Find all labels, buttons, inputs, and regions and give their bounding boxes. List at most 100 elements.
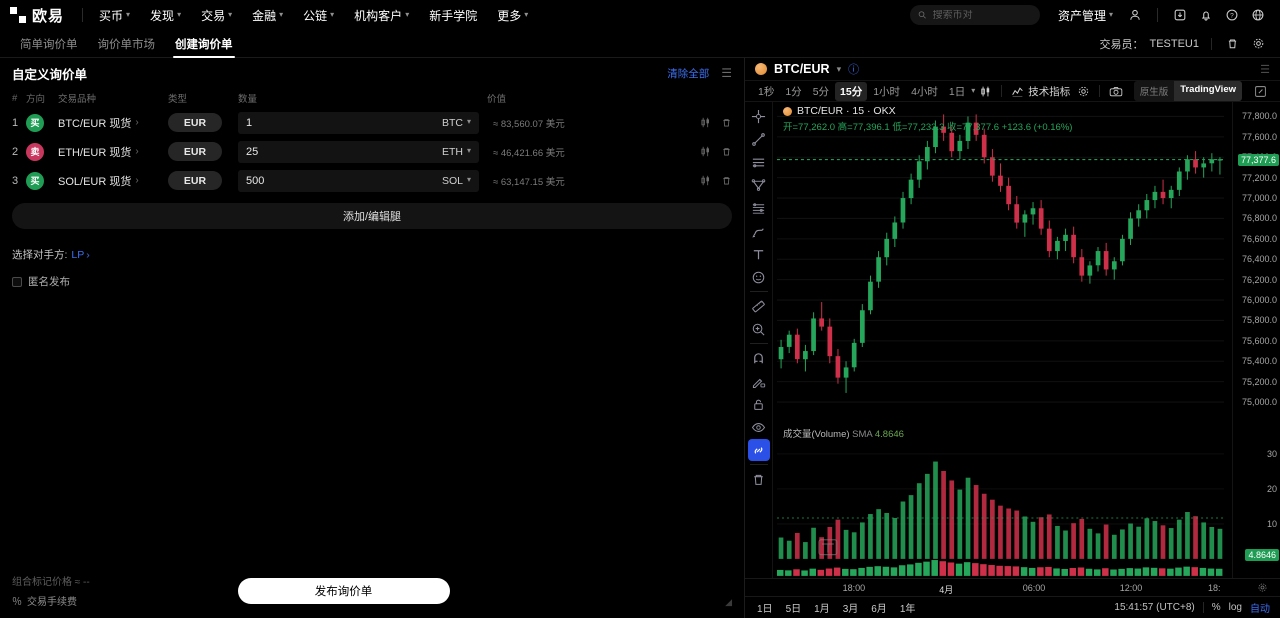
- bell-icon[interactable]: [1194, 3, 1218, 27]
- emoji-icon[interactable]: [748, 266, 770, 288]
- range-3m[interactable]: 3月: [842, 604, 859, 615]
- instrument-selector[interactable]: SOL/EUR 现货 ›: [58, 173, 168, 189]
- trash-icon[interactable]: [748, 468, 770, 490]
- fib-retracement-icon[interactable]: [748, 197, 770, 219]
- chart-plot-area[interactable]: BTC/EUR · 15 · OKX 开=77,262.0 高=77,396.1…: [773, 102, 1232, 578]
- add-edit-leg-button[interactable]: 添加/编辑腿: [12, 203, 732, 229]
- indicators-button[interactable]: 技术指标: [1008, 84, 1073, 99]
- unit-selector[interactable]: SOL ▾: [442, 175, 471, 187]
- text-icon[interactable]: [748, 243, 770, 265]
- pitchfork-icon[interactable]: [748, 174, 770, 196]
- anonymous-publish-checkbox[interactable]: 匿名发布: [12, 274, 732, 289]
- type-pill[interactable]: EUR: [168, 142, 222, 161]
- nav-item-buy-crypto[interactable]: 买币 ▾: [91, 3, 138, 28]
- trend-line-icon[interactable]: [748, 128, 770, 150]
- chart-panel-menu-icon[interactable]: ☰: [1260, 63, 1270, 76]
- trash-icon[interactable]: [1220, 32, 1244, 56]
- nav-item-academy[interactable]: 新手学院: [421, 3, 485, 28]
- pencil-lock-icon[interactable]: [748, 370, 770, 392]
- unit-selector[interactable]: ETH ▾: [442, 146, 471, 158]
- quantity-input[interactable]: [246, 145, 442, 158]
- timeframe-15m[interactable]: 15分: [835, 81, 868, 101]
- search-input[interactable]: [932, 9, 1032, 21]
- download-icon[interactable]: [1168, 3, 1192, 27]
- crosshair-icon[interactable]: [748, 105, 770, 127]
- clear-all-button[interactable]: 清除全部: [667, 67, 710, 80]
- side-toggle[interactable]: 买: [26, 113, 44, 132]
- candlestick-icon[interactable]: [700, 117, 711, 128]
- timeframe-1h[interactable]: 1小时: [873, 85, 901, 98]
- quantity-input[interactable]: [246, 174, 442, 187]
- tab-simple-rfq[interactable]: 简单询价单: [10, 30, 88, 58]
- eye-icon[interactable]: [748, 416, 770, 438]
- okx-logo[interactable]: 欧易: [10, 5, 64, 26]
- timeframe-4h[interactable]: 4小时: [911, 85, 938, 98]
- zoom-in-icon[interactable]: [748, 318, 770, 340]
- chart-settings-gear-icon[interactable]: [1074, 85, 1093, 98]
- object-link-icon[interactable]: [747, 439, 770, 461]
- quantity-field[interactable]: SOL ▾: [238, 169, 479, 192]
- range-6m[interactable]: 6月: [871, 604, 887, 615]
- side-toggle[interactable]: 买: [26, 171, 44, 190]
- chart-type-icon[interactable]: [976, 85, 995, 98]
- delete-row-icon[interactable]: [721, 117, 732, 128]
- globe-icon[interactable]: [1246, 3, 1270, 27]
- time-axis[interactable]: 18:00 4月 06:00 12:00 18:: [745, 578, 1280, 596]
- instrument-selector[interactable]: ETH/EUR 现货 ›: [58, 144, 168, 160]
- view-native-option[interactable]: 原生版: [1139, 87, 1169, 98]
- delete-row-icon[interactable]: [721, 146, 732, 157]
- range-1y[interactable]: 1年: [899, 604, 916, 615]
- price-axis[interactable]: 77,800.077,600.077,400.077,200.077,000.0…: [1232, 102, 1280, 578]
- tab-rfq-market[interactable]: 询价单市场: [88, 30, 166, 58]
- auto-scale-button[interactable]: 自动: [1250, 604, 1270, 615]
- nav-item-asset-management[interactable]: 资产管理 ▾: [1050, 3, 1121, 28]
- chevron-down-icon[interactable]: ▾: [836, 63, 842, 74]
- nav-item-chain[interactable]: 公链 ▾: [295, 3, 342, 28]
- quantity-input[interactable]: [246, 116, 442, 129]
- brush-icon[interactable]: [748, 220, 770, 242]
- range-1d[interactable]: 1日: [757, 604, 773, 615]
- nav-item-more[interactable]: 更多 ▾: [489, 3, 536, 28]
- time-axis-settings-icon[interactable]: [1257, 582, 1268, 593]
- nav-item-finance[interactable]: 金融 ▾: [244, 3, 291, 28]
- help-icon[interactable]: ?: [1220, 3, 1244, 27]
- range-5d[interactable]: 5日: [785, 604, 802, 615]
- timeframe-1d[interactable]: 1日: [948, 85, 966, 98]
- candlestick-icon[interactable]: [700, 146, 711, 157]
- horizontal-lines-icon[interactable]: [748, 151, 770, 173]
- nav-item-trade[interactable]: 交易 ▾: [193, 3, 240, 28]
- lock-icon[interactable]: [748, 393, 770, 415]
- nav-item-institutional[interactable]: 机构客户 ▾: [346, 3, 417, 28]
- type-pill[interactable]: EUR: [168, 113, 222, 132]
- chevron-down-icon[interactable]: ▾: [971, 85, 976, 95]
- quantity-field[interactable]: BTC ▾: [238, 111, 479, 134]
- publish-rfq-button[interactable]: 发布询价单: [237, 577, 450, 604]
- resize-handle[interactable]: ◢: [725, 597, 732, 607]
- nav-item-discover[interactable]: 发现 ▾: [142, 3, 189, 28]
- timeframe-1s[interactable]: 1秒: [758, 85, 775, 98]
- range-1m[interactable]: 1月: [814, 604, 830, 615]
- magnet-icon[interactable]: [748, 347, 770, 369]
- percent-scale-button[interactable]: %: [1211, 602, 1221, 613]
- side-toggle[interactable]: 卖: [26, 142, 44, 161]
- candlestick-icon[interactable]: [700, 175, 711, 186]
- snapshot-camera-icon[interactable]: [1106, 85, 1126, 98]
- timeframe-5m[interactable]: 5分: [812, 85, 830, 98]
- search-box[interactable]: [909, 5, 1040, 25]
- timeframe-1m[interactable]: 1分: [785, 85, 802, 98]
- gear-icon[interactable]: [1246, 32, 1270, 56]
- tab-create-rfq[interactable]: 创建询价单: [165, 30, 243, 58]
- counterparty-selector[interactable]: LP ›: [71, 249, 89, 261]
- delete-row-icon[interactable]: [721, 175, 732, 186]
- user-icon[interactable]: [1123, 3, 1147, 27]
- fullscreen-icon[interactable]: [1248, 79, 1272, 103]
- view-tradingview-option[interactable]: TradingView: [1174, 81, 1242, 101]
- quantity-field[interactable]: ETH ▾: [238, 140, 479, 163]
- type-pill[interactable]: EUR: [168, 171, 222, 190]
- unit-selector[interactable]: BTC ▾: [442, 117, 471, 129]
- log-scale-button[interactable]: log: [1228, 602, 1242, 613]
- ruler-icon[interactable]: [748, 295, 770, 317]
- instrument-selector[interactable]: BTC/EUR 现货 ›: [58, 115, 168, 131]
- panel-menu-icon[interactable]: ☰: [721, 66, 732, 80]
- info-icon[interactable]: ⓘ: [848, 64, 860, 76]
